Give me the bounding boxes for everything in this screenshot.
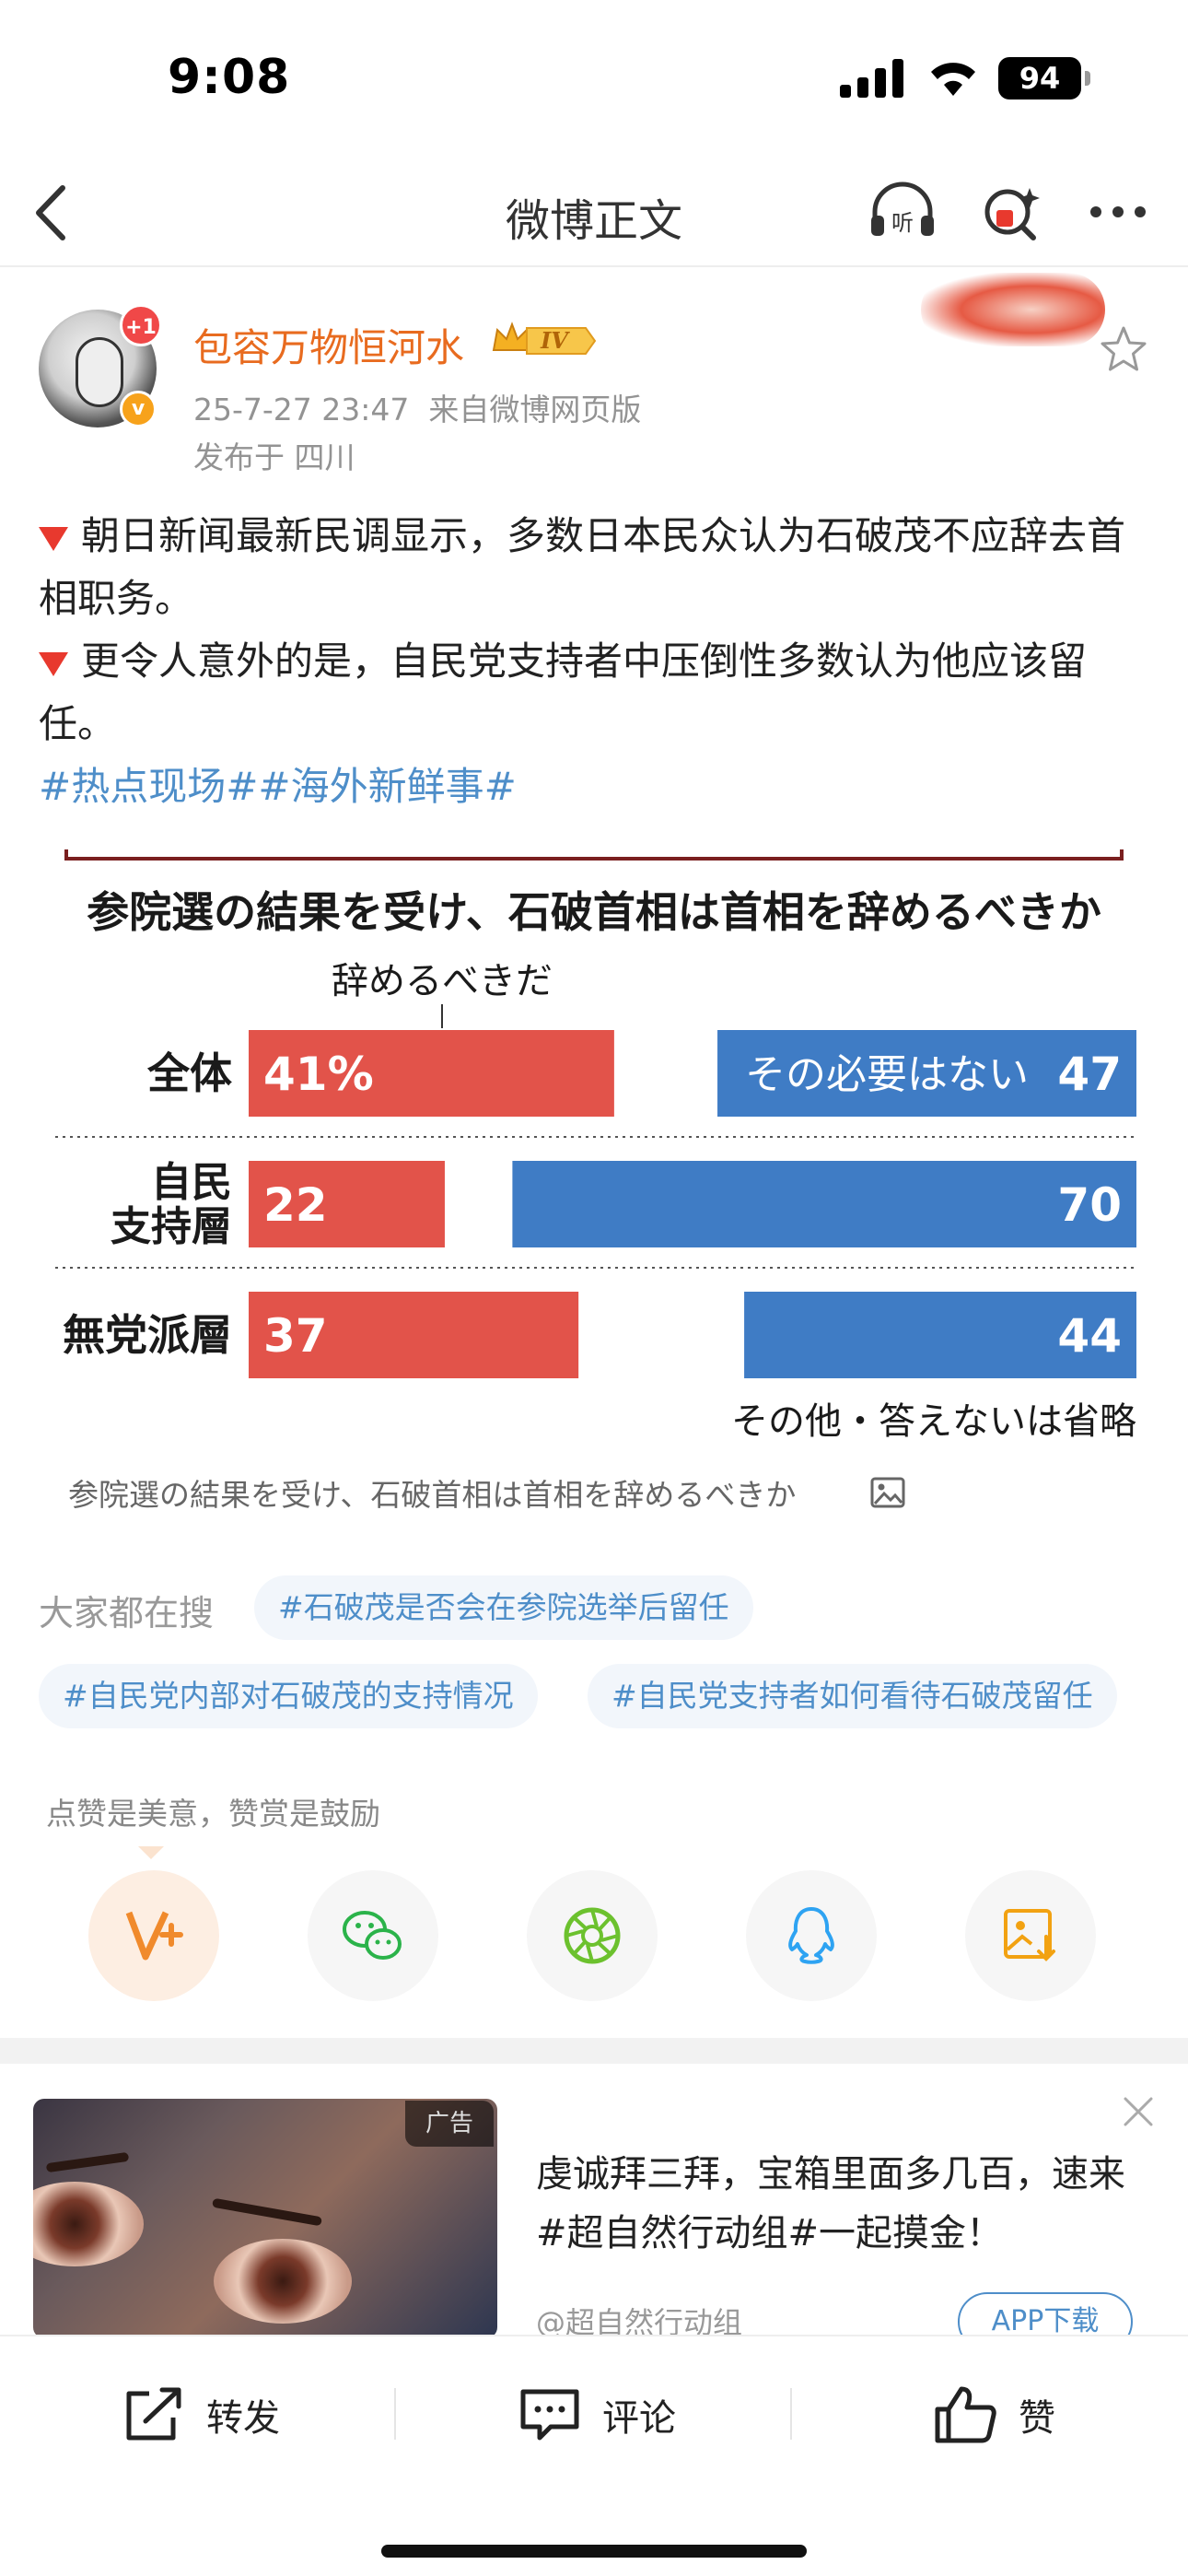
favorite-star-icon[interactable] — [1098, 324, 1149, 376]
tooltip-caret — [138, 1846, 164, 1859]
moments-icon — [564, 1907, 621, 1964]
post-source: 来自微博网页版 — [428, 392, 642, 427]
red-triangle-icon — [39, 651, 68, 676]
repost-icon — [126, 2387, 181, 2441]
status-time: 9:08 — [168, 50, 291, 105]
post-paragraph: 更令人意外的是，自民党支持者中压倒性多数认为他应该留任。 — [39, 638, 1088, 746]
bar-value-resign: 41% — [263, 1048, 374, 1101]
chart-footnote: その他・答えないは省略 — [731, 1400, 1136, 1443]
bottom-action-bar: 转发 评论 赞 — [0, 2335, 1188, 2576]
chart-bracket — [64, 849, 1124, 861]
image-icon[interactable] — [869, 1474, 906, 1511]
red-triangle-icon — [39, 526, 68, 551]
category-label: 全体 — [146, 1048, 232, 1098]
save-image-icon — [1004, 1909, 1055, 1961]
bar-value-no-need: 47 — [1057, 1048, 1122, 1101]
listen-icon[interactable]: 听 — [866, 179, 939, 243]
bar-value-resign: 37 — [263, 1309, 328, 1363]
like-label: 赞 — [1019, 2397, 1055, 2440]
section-separator — [0, 2038, 1188, 2064]
verified-badge-icon: v — [120, 391, 157, 427]
divider — [790, 2388, 792, 2440]
post-location: 发布于 四川 — [193, 439, 355, 475]
bar-value-no-need: 44 — [1057, 1309, 1122, 1363]
battery-indicator: 94 — [998, 57, 1090, 100]
bar-no-need — [717, 1030, 1136, 1117]
post-image-chart[interactable]: 参院選の結果を受け、石破首相は首相を辞めるべきか 辞めるべきだ 全体 41% 47 その必… — [39, 837, 1149, 1537]
like-button[interactable]: 赞 — [934, 2383, 1055, 2447]
comment-label: 评论 — [602, 2397, 676, 2440]
category-label: 自民 — [151, 1159, 232, 1206]
post-paragraph: 朝日新闻最新民调显示，多数日本民众认为石破茂不应辞去首相职务。 — [39, 513, 1126, 621]
thumbs-up-icon — [935, 2386, 996, 2443]
username[interactable]: 包容万物恒河水 — [193, 325, 465, 370]
avatar[interactable] — [39, 310, 157, 427]
level-text: IV — [540, 327, 570, 354]
share-qq-button[interactable] — [746, 1870, 877, 2001]
category-label: 支持層 — [111, 1203, 232, 1250]
chart-title: 参院選の結果を受け、石破首相は首相を辞めるべきか — [87, 887, 1101, 937]
bar-no-need — [512, 1161, 1136, 1247]
ad-label: 广告 — [405, 2101, 494, 2147]
post-meta: 25-7-27 23:47 来自微博网页版 — [193, 385, 641, 429]
bar-resign — [249, 1161, 445, 1247]
series-label-no-need: その必要はない — [745, 1051, 1029, 1098]
image-caption: 参院選の結果を受け、石破首相は首相を辞めるべきか — [68, 1477, 797, 1513]
search-pill[interactable]: #石破茂是否会在参院选举后留任 — [254, 1575, 753, 1640]
reward-button[interactable] — [88, 1870, 219, 2001]
bar-resign — [249, 1030, 614, 1117]
bar-value-no-need: 70 — [1057, 1178, 1122, 1232]
wifi-icon — [926, 53, 981, 98]
back-icon[interactable] — [26, 181, 81, 245]
share-moments-button[interactable] — [527, 1870, 658, 2001]
save-image-button[interactable] — [965, 1870, 1096, 2001]
page-title: 微博正文 — [505, 195, 682, 247]
more-options-icon[interactable] — [1083, 179, 1157, 243]
wechat-icon — [343, 1911, 402, 1960]
divider — [394, 2388, 396, 2440]
top-nav: 微博正文 听 — [0, 157, 1188, 267]
avatar-plus-badge: +1 — [120, 304, 162, 346]
repost-label: 转发 — [206, 2397, 280, 2440]
bar-resign — [249, 1292, 579, 1378]
ad-source[interactable]: @超自然行动组 — [536, 2305, 743, 2340]
weibo-reward-icon — [125, 1911, 183, 1961]
share-wechat-button[interactable] — [308, 1870, 438, 2001]
status-bar: 9:08 94 — [0, 0, 1188, 157]
bar-no-need — [744, 1292, 1136, 1378]
search-pill[interactable]: #自民党支持者如何看待石破茂留任 — [588, 1664, 1117, 1728]
bar-value-resign: 22 — [263, 1178, 328, 1232]
member-level-badge[interactable]: IV — [490, 319, 600, 363]
comment-icon — [520, 2389, 579, 2441]
cellular-signal-icon — [840, 57, 904, 98]
repost-button[interactable]: 转发 — [122, 2383, 280, 2447]
post-text: 朝日新闻最新民调显示，多数日本民众认为石破茂不应辞去首相职务。 更令人意外的是，… — [39, 505, 1153, 818]
post-hashtags[interactable]: #热点现场##海外新鲜事# — [39, 764, 517, 809]
ad-text[interactable]: 虔诚拜三拜，宝箱里面多几百，速来#超自然行动组#一起摸金！ — [536, 2153, 1125, 2254]
close-icon[interactable] — [1118, 2091, 1159, 2132]
comment-button[interactable]: 评论 — [518, 2383, 676, 2447]
post-timestamp: 25-7-27 23:47 — [193, 392, 410, 427]
search-pill[interactable]: #自民党内部对石破茂的支持情况 — [39, 1664, 538, 1728]
trending-search-label: 大家都在搜 — [39, 1593, 215, 1633]
home-indicator — [381, 2545, 807, 2558]
svg-text:听: 听 — [891, 210, 914, 236]
qq-icon — [788, 1907, 834, 1964]
praise-hint: 点赞是美意，赞赏是鼓励 — [46, 1796, 380, 1832]
ai-search-icon[interactable] — [976, 179, 1050, 243]
category-label: 無党派層 — [63, 1310, 232, 1360]
series-label-resign: 辞めるべきだ — [332, 960, 553, 1002]
decorative-flag-banner — [921, 273, 1105, 346]
